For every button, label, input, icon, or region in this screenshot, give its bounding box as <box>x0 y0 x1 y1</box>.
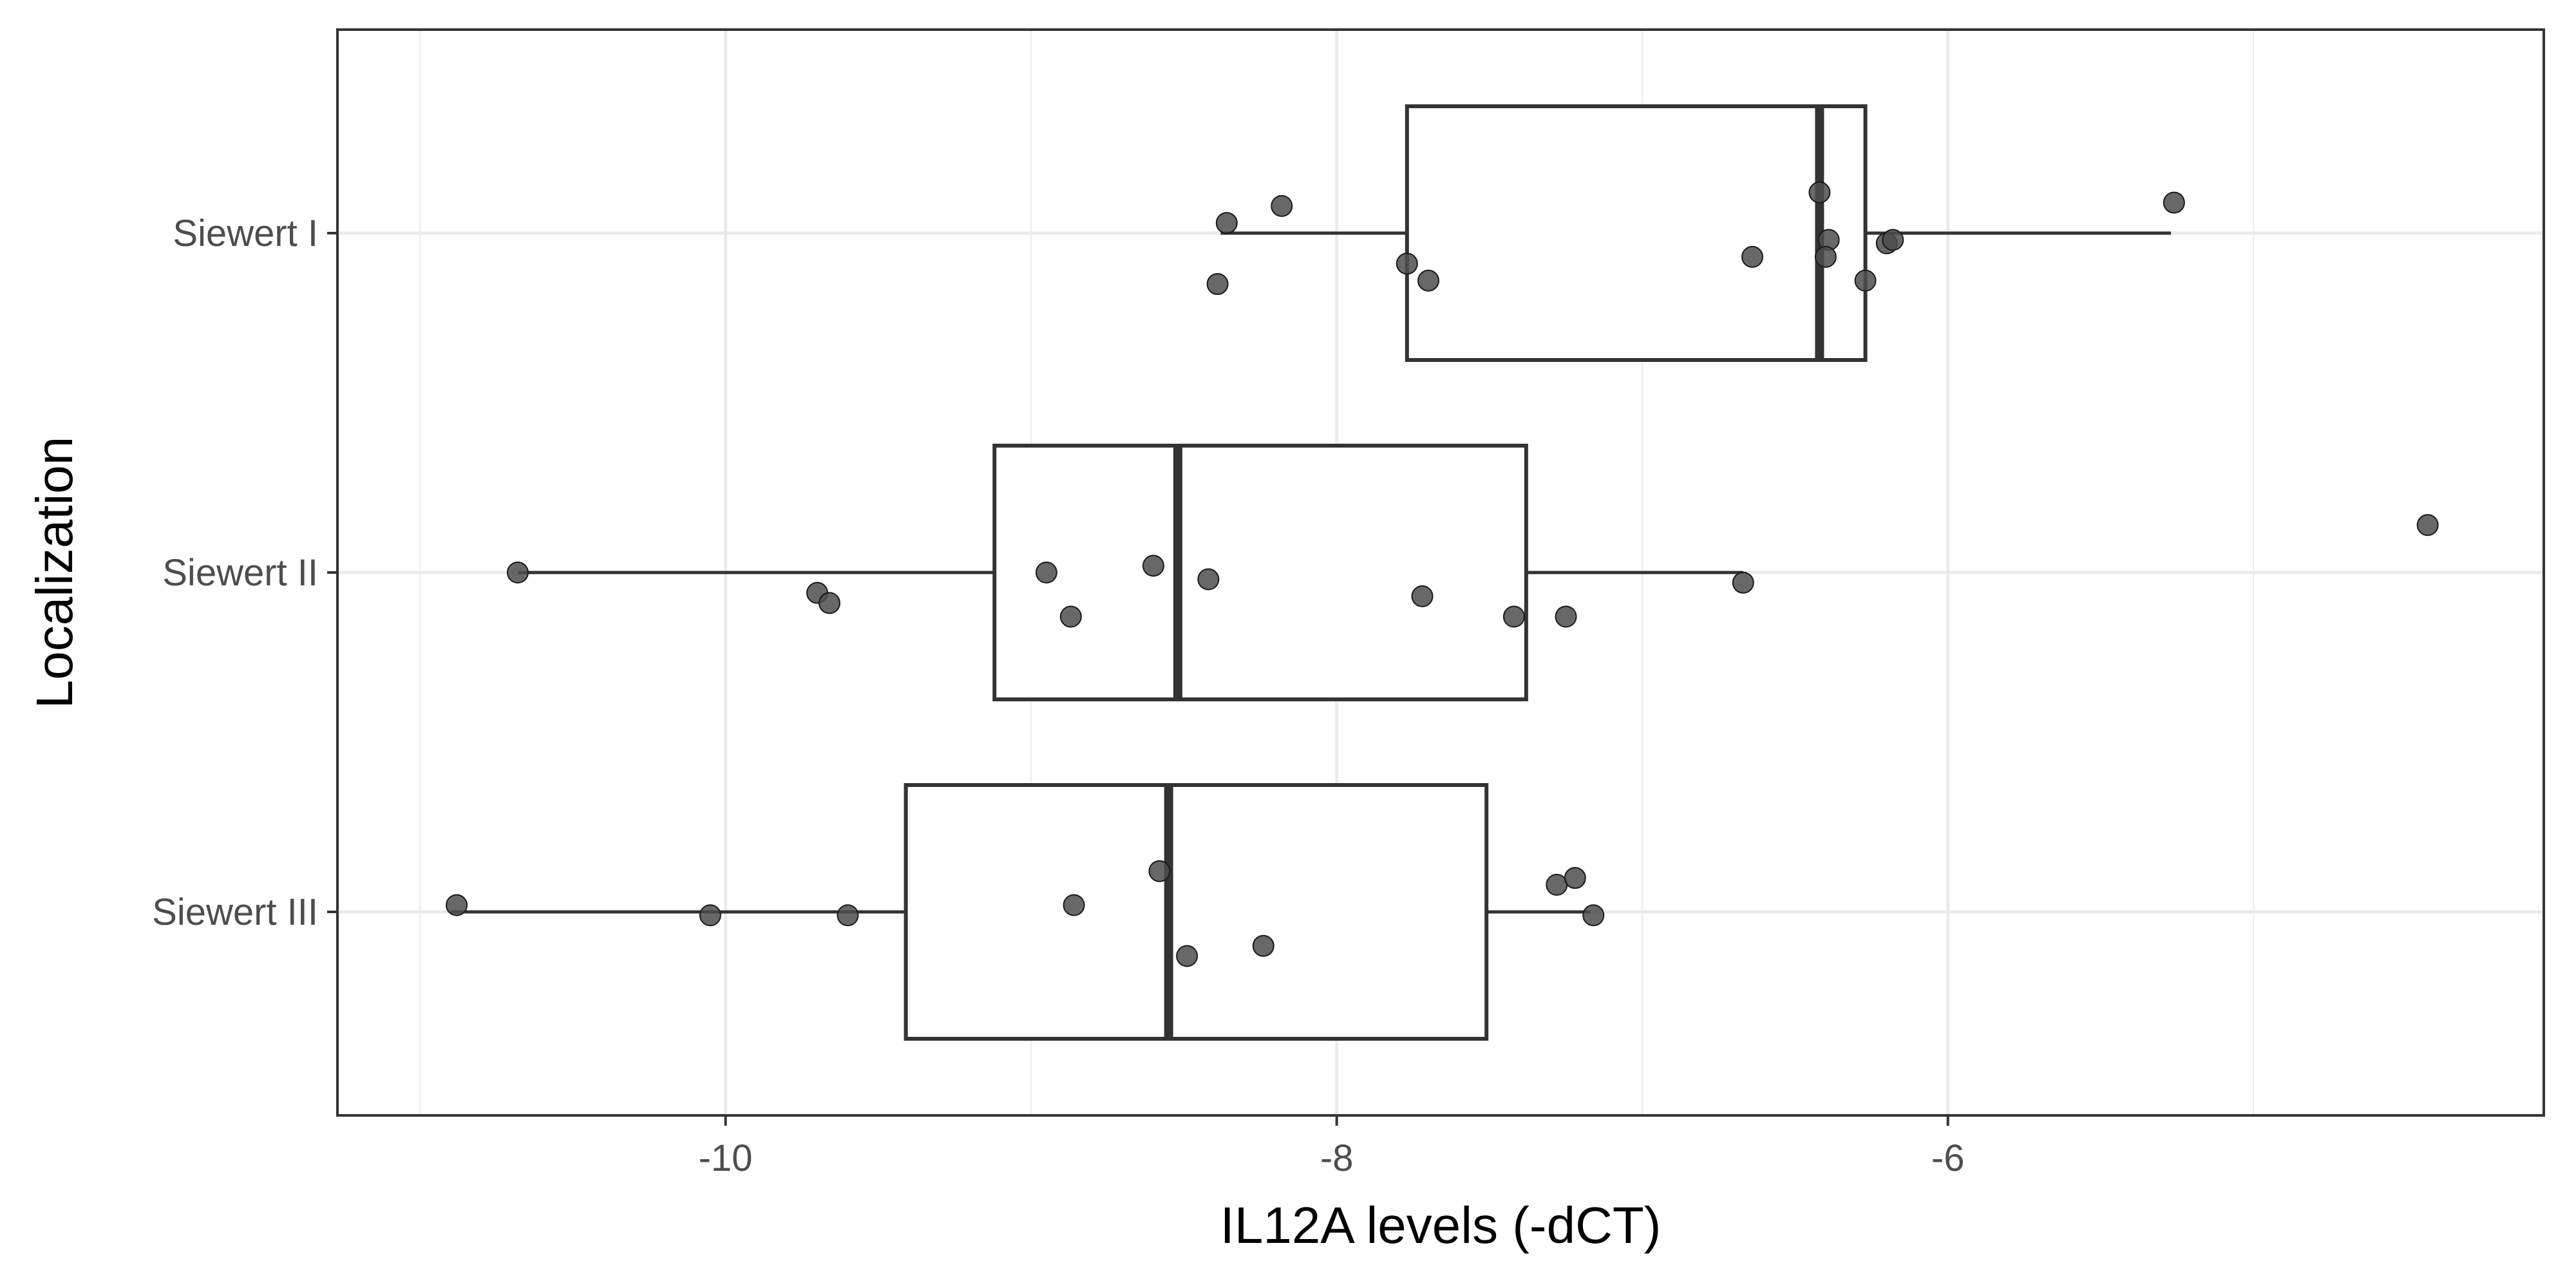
x-tick-label: -6 <box>1931 1137 1965 1179</box>
data-point <box>1148 860 1171 882</box>
data-point <box>1814 245 1837 268</box>
data-point <box>1564 867 1586 889</box>
x-tick-label: -8 <box>1320 1137 1354 1179</box>
data-point <box>1411 585 1434 607</box>
data-point <box>1063 894 1085 916</box>
point-layer <box>446 181 2439 967</box>
box-iqr <box>992 444 1528 701</box>
data-point <box>446 894 468 916</box>
y-tick-label: Siewert I <box>173 213 318 254</box>
data-point <box>1252 934 1274 957</box>
data-point <box>1271 194 1293 217</box>
data-point <box>1741 245 1764 268</box>
y-axis-title: Localization <box>26 437 83 709</box>
data-point <box>1197 568 1220 591</box>
data-point <box>1555 605 1577 628</box>
data-point <box>1206 273 1229 296</box>
data-point <box>1417 269 1440 292</box>
data-point <box>818 592 840 614</box>
data-point <box>2163 191 2185 214</box>
data-point <box>1882 229 1904 251</box>
data-point <box>1546 873 1568 896</box>
data-point <box>1396 252 1418 275</box>
data-point <box>1215 212 1238 234</box>
data-point <box>1035 562 1057 583</box>
x-axis-title: IL12A levels (-dCT) <box>1220 1197 1662 1254</box>
data-point <box>1808 181 1831 204</box>
box-iqr <box>904 783 1489 1041</box>
data-point <box>1142 554 1164 577</box>
axis-layer: -10 -8 -6 Siewert I Siewert II Siewert III <box>152 213 1964 1179</box>
data-point <box>1582 904 1605 927</box>
y-tick-label: Siewert II <box>162 552 318 594</box>
data-point <box>506 562 529 583</box>
box-group <box>1220 104 2172 362</box>
data-point <box>1732 571 1754 594</box>
box-group <box>517 444 1743 701</box>
data-point <box>837 904 859 927</box>
box-group <box>450 783 1591 1041</box>
x-tick-label: -10 <box>699 1137 753 1179</box>
box-iqr <box>1405 104 1868 362</box>
box-layer <box>450 104 2172 1041</box>
data-point <box>1854 269 1877 292</box>
data-point <box>1502 605 1525 628</box>
data-point <box>699 904 721 927</box>
data-point <box>1059 605 1082 628</box>
y-tick-label: Siewert III <box>152 891 318 933</box>
data-point <box>2416 514 2439 536</box>
data-point <box>1176 945 1198 967</box>
